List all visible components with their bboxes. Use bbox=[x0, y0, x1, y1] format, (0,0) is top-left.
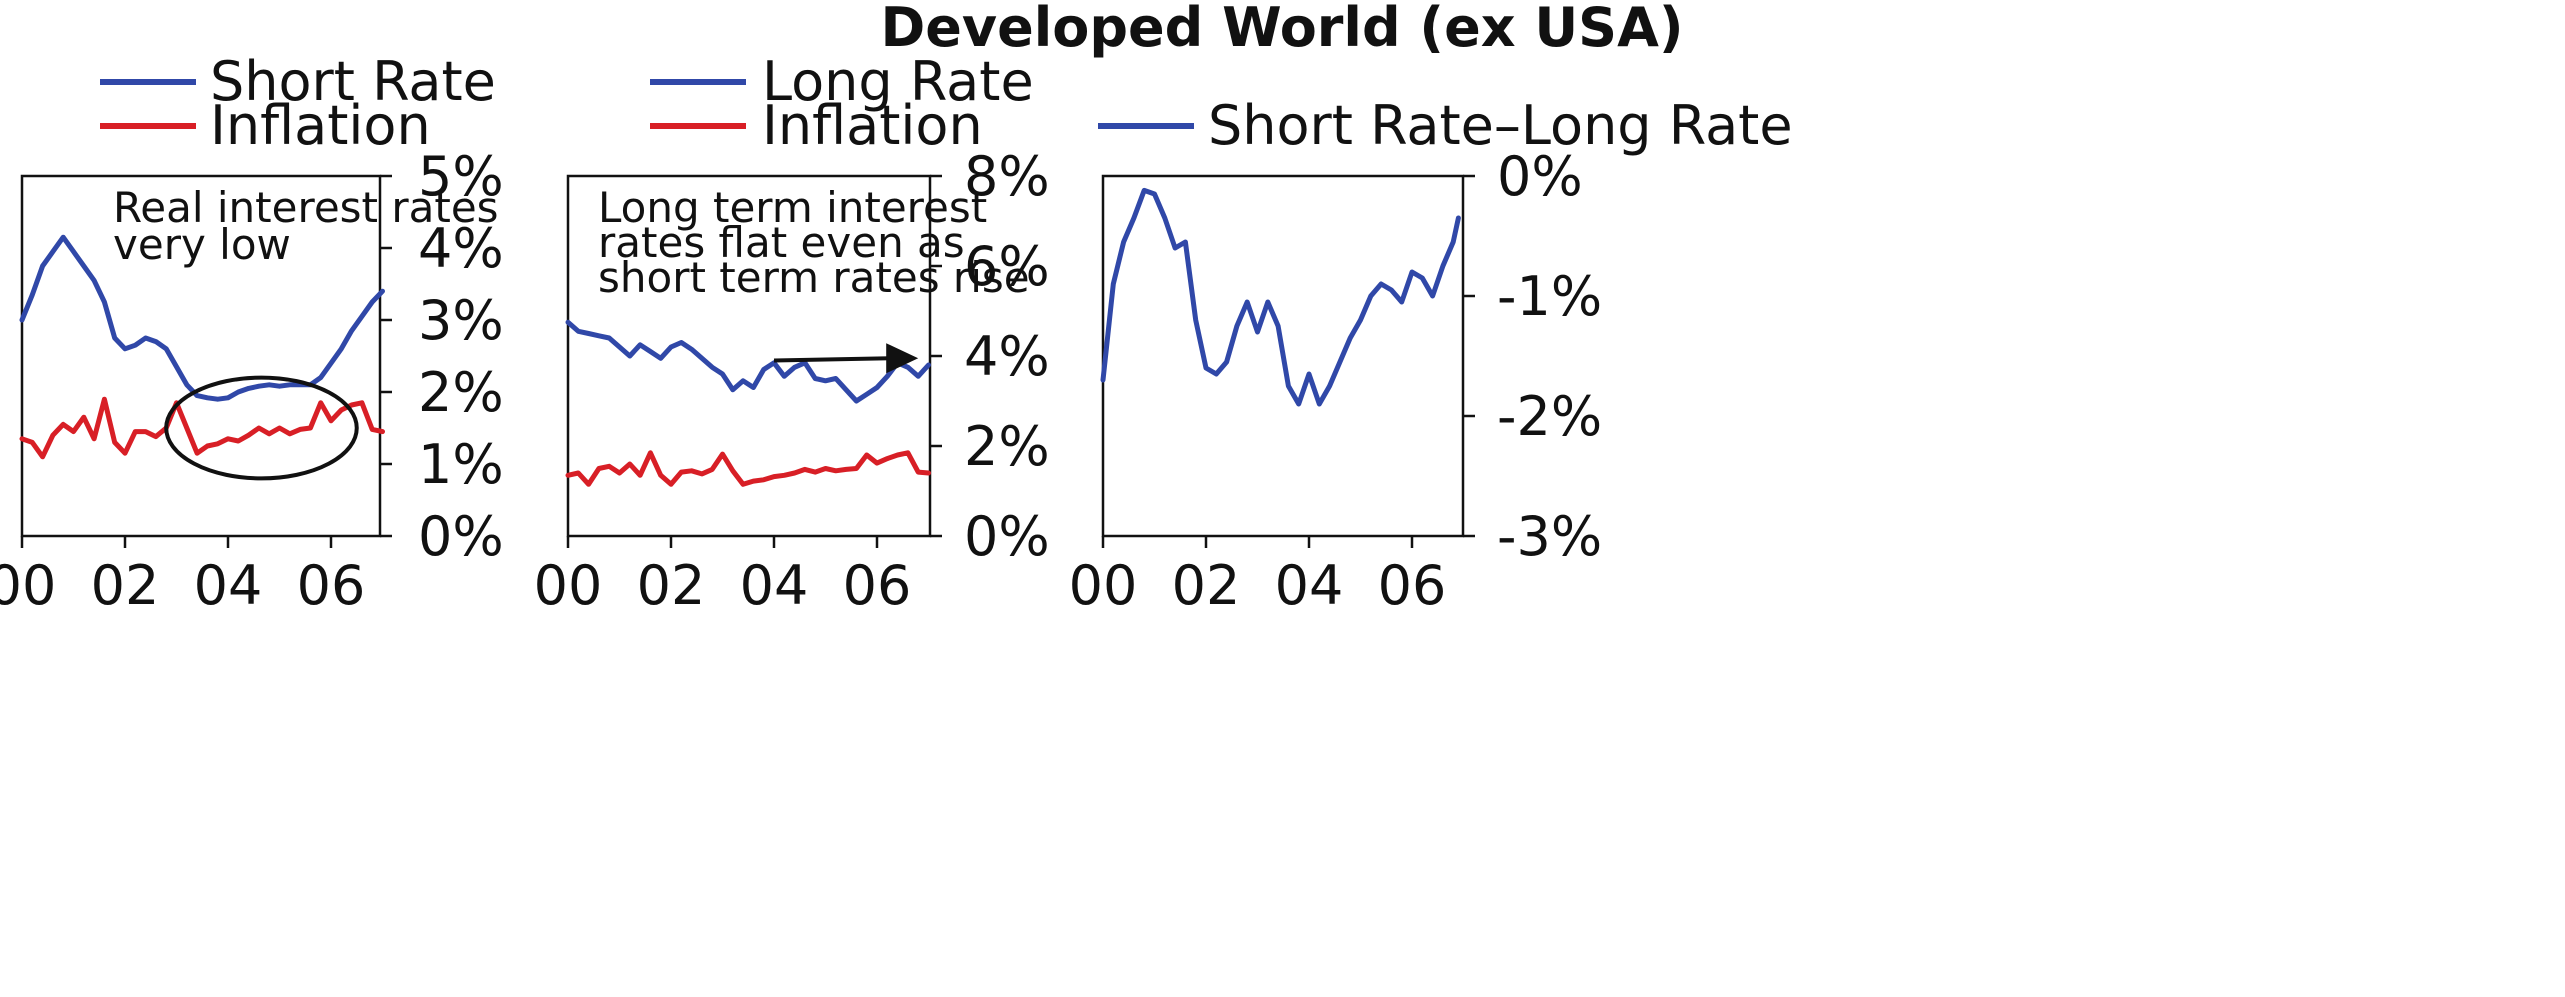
annotation-arrow-shaft bbox=[773, 356, 891, 363]
x-tick-label: 04 bbox=[740, 554, 809, 617]
series-line-long-rate bbox=[565, 319, 931, 404]
annotation-long-term-line-2: rates flat even as bbox=[598, 218, 965, 267]
annotation-real-rates-line-1: Real interest rates bbox=[113, 183, 499, 232]
y-tick-label: 0% bbox=[418, 505, 504, 568]
y-tick-label: 1% bbox=[418, 433, 504, 496]
y-tick-label: 3% bbox=[418, 289, 504, 352]
x-tick-label: 00 bbox=[534, 554, 603, 617]
legend-label-long-rate: Long Rate bbox=[762, 50, 1034, 113]
y-tick-label: 4% bbox=[418, 217, 504, 280]
highlight-ellipse bbox=[164, 375, 359, 481]
legend-label-inflation: Inflation bbox=[210, 94, 431, 157]
y-tick-label: 4% bbox=[964, 325, 1050, 388]
y-tick-label: 8% bbox=[964, 145, 1050, 208]
x-tick-label: 00 bbox=[0, 554, 56, 617]
x-tick-label: 02 bbox=[637, 554, 706, 617]
x-tick-label: 04 bbox=[1275, 554, 1344, 617]
series-line-inflation bbox=[565, 450, 931, 487]
legend-label-inflation-2: Inflation bbox=[762, 94, 983, 157]
y-tick-label: 6% bbox=[964, 235, 1050, 298]
y-tick-label: -2% bbox=[1497, 385, 1602, 448]
x-tick-label: 06 bbox=[1378, 554, 1447, 617]
x-tick-label: 02 bbox=[91, 554, 160, 617]
x-tick-label: 02 bbox=[1172, 554, 1241, 617]
annotation-arrow-head bbox=[886, 343, 919, 374]
panel-frame-1 bbox=[20, 174, 382, 538]
annotation-long-term-line-3: short term rates rise bbox=[598, 253, 1030, 302]
series-line-short-rate-long-rate bbox=[1100, 187, 1461, 407]
series-line-inflation bbox=[19, 396, 385, 460]
annotation-real-rates-line-2: very low bbox=[113, 220, 291, 269]
x-tick-label: 00 bbox=[1069, 554, 1138, 617]
chart-title: Developed World (ex USA) bbox=[880, 0, 1683, 59]
x-tick-label: 04 bbox=[194, 554, 263, 617]
annotation-long-term-line-1: Long term interest bbox=[598, 183, 987, 232]
legend-label-short-rate: Short Rate bbox=[210, 50, 496, 113]
legend-label-spread: Short Rate–Long Rate bbox=[1208, 94, 1793, 157]
x-tick-label: 06 bbox=[843, 554, 912, 617]
y-tick-label: 2% bbox=[418, 361, 504, 424]
y-tick-label: -1% bbox=[1497, 265, 1602, 328]
y-tick-label: 0% bbox=[964, 505, 1050, 568]
y-tick-label: -3% bbox=[1497, 505, 1602, 568]
y-tick-label: 0% bbox=[1497, 145, 1583, 208]
series-line-short-rate bbox=[19, 234, 385, 402]
x-tick-label: 06 bbox=[297, 554, 366, 617]
panel-frame-3 bbox=[1101, 174, 1465, 538]
y-tick-label: 5% bbox=[418, 145, 504, 208]
y-tick-label: 2% bbox=[964, 415, 1050, 478]
